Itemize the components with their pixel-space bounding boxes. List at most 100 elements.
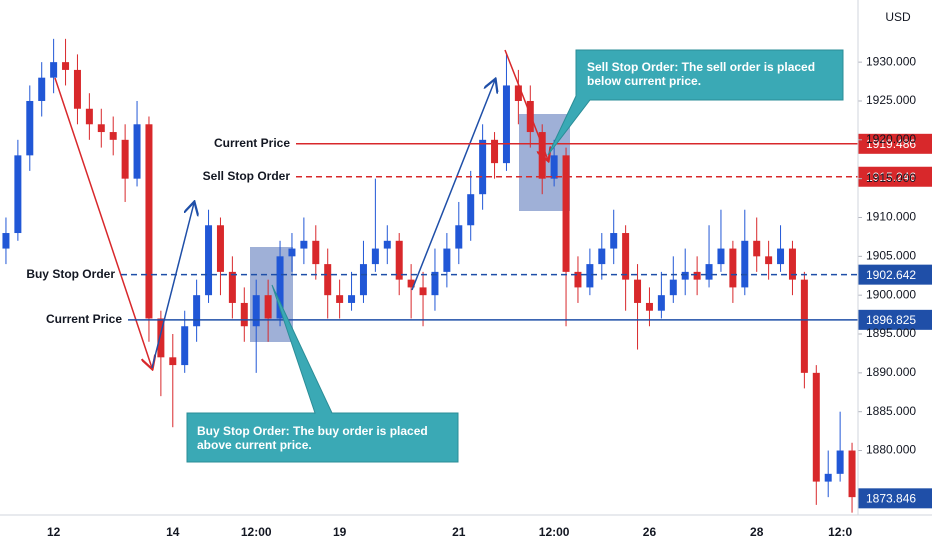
candle-body (729, 248, 737, 288)
candle-body (312, 240, 320, 265)
callout-text: Buy Stop Order: The buy order is placed (197, 424, 428, 438)
candle-body (228, 271, 236, 303)
candle-body (193, 295, 201, 327)
y-tick-label: 1885.000 (866, 404, 916, 418)
candle-body (693, 271, 701, 280)
price-tag-text: 1919.486 (866, 137, 916, 151)
candle-body (645, 302, 653, 311)
currency: USD (885, 10, 911, 24)
callout-text: below current price. (587, 74, 701, 88)
candle-body (157, 318, 165, 358)
candle-body (371, 248, 379, 265)
candle-body (705, 264, 713, 280)
candle-body (622, 233, 630, 280)
candle-body (145, 124, 153, 319)
candle-body (264, 295, 272, 319)
candle-body (514, 85, 522, 101)
candle-body (216, 225, 224, 272)
candle-body (836, 450, 844, 474)
candle-body (109, 132, 117, 140)
price-tag (858, 309, 932, 330)
levels: Current Price 1919.486 Sell Stop Order 1915… (26, 133, 932, 330)
candle-body (824, 473, 832, 482)
y-tick-label: 1880.000 (866, 443, 916, 457)
trend-arrow (151, 203, 194, 369)
candle-body (181, 326, 189, 366)
price-tag (858, 133, 932, 154)
x-tick-label: 19 (333, 525, 347, 539)
y-tick-label: 1925.000 (866, 93, 916, 107)
candle-body (443, 248, 451, 272)
x-tick-label: 12 (47, 525, 61, 539)
candle-body (73, 69, 81, 109)
candle-body (324, 264, 332, 296)
candle-body (717, 248, 725, 265)
y-tick-label: 1890.000 (866, 365, 916, 379)
callout-text: above current price. (197, 438, 312, 452)
candle-body (252, 295, 260, 327)
y-tick-label: 1920.000 (866, 132, 916, 146)
candle-body (848, 450, 856, 498)
candle-body (491, 139, 499, 164)
candle-body (62, 62, 70, 70)
x-tick-label: 21 (452, 525, 466, 539)
candle-body (240, 302, 248, 327)
y-tick-label: 1900.000 (866, 287, 916, 301)
candle-body (657, 295, 665, 311)
level-name: Buy Stop Order (26, 267, 115, 281)
candle-body (14, 155, 22, 234)
x-tick-label: 12:0 (828, 525, 852, 539)
candle-body (26, 100, 34, 156)
candle-body (586, 264, 594, 288)
candle-body (348, 295, 356, 303)
candle-body (407, 279, 415, 288)
candle-body (634, 279, 642, 303)
candle-body (800, 279, 808, 373)
x-tick-label: 14 (166, 525, 180, 539)
candle-body (38, 77, 46, 101)
x-tick-label: 12:00 (539, 525, 570, 539)
candle-body (205, 225, 213, 296)
candle-body (777, 248, 785, 265)
x-tick-label: 26 (643, 525, 657, 539)
candle-body (753, 240, 761, 257)
y-tick-label: 1915.000 (866, 171, 916, 185)
candle-body (574, 271, 582, 288)
x-tick-label: 12:00 (241, 525, 272, 539)
price-tag-text: 1915.246 (866, 170, 916, 184)
candle-body (598, 248, 606, 265)
candle-body (50, 62, 58, 78)
candle-body (169, 357, 177, 366)
candle-body (359, 264, 367, 296)
candle-body (669, 279, 677, 296)
last-price-tag (858, 488, 932, 509)
y-tick-label: 1910.000 (866, 210, 916, 224)
callout (186, 284, 459, 463)
candle-body (431, 271, 439, 296)
price-tag-text: 1902.642 (866, 268, 916, 282)
last-price-text: 1873.846 (866, 492, 916, 506)
level-name: Current Price (46, 312, 122, 326)
y-tick-label: 1895.000 (866, 326, 916, 340)
candle-body (681, 271, 689, 280)
candle-body (383, 240, 391, 249)
candle-body (97, 124, 105, 133)
candle-body (133, 124, 141, 179)
callout (547, 49, 844, 156)
candle-body (788, 248, 796, 280)
candle-body (562, 155, 570, 272)
y-tick-label: 1905.000 (866, 249, 916, 263)
candle-body (336, 295, 344, 303)
x-tick-label: 28 (750, 525, 764, 539)
candle-body (419, 287, 427, 296)
trend-arrow (411, 80, 495, 291)
candle-body (85, 108, 93, 125)
candle-body (467, 194, 475, 226)
price-tag (858, 166, 932, 187)
level-name: Sell Stop Order (203, 169, 291, 183)
candle-body (812, 372, 820, 482)
candle-body (288, 248, 296, 257)
candle-body (502, 85, 510, 164)
price-tag (858, 264, 932, 285)
